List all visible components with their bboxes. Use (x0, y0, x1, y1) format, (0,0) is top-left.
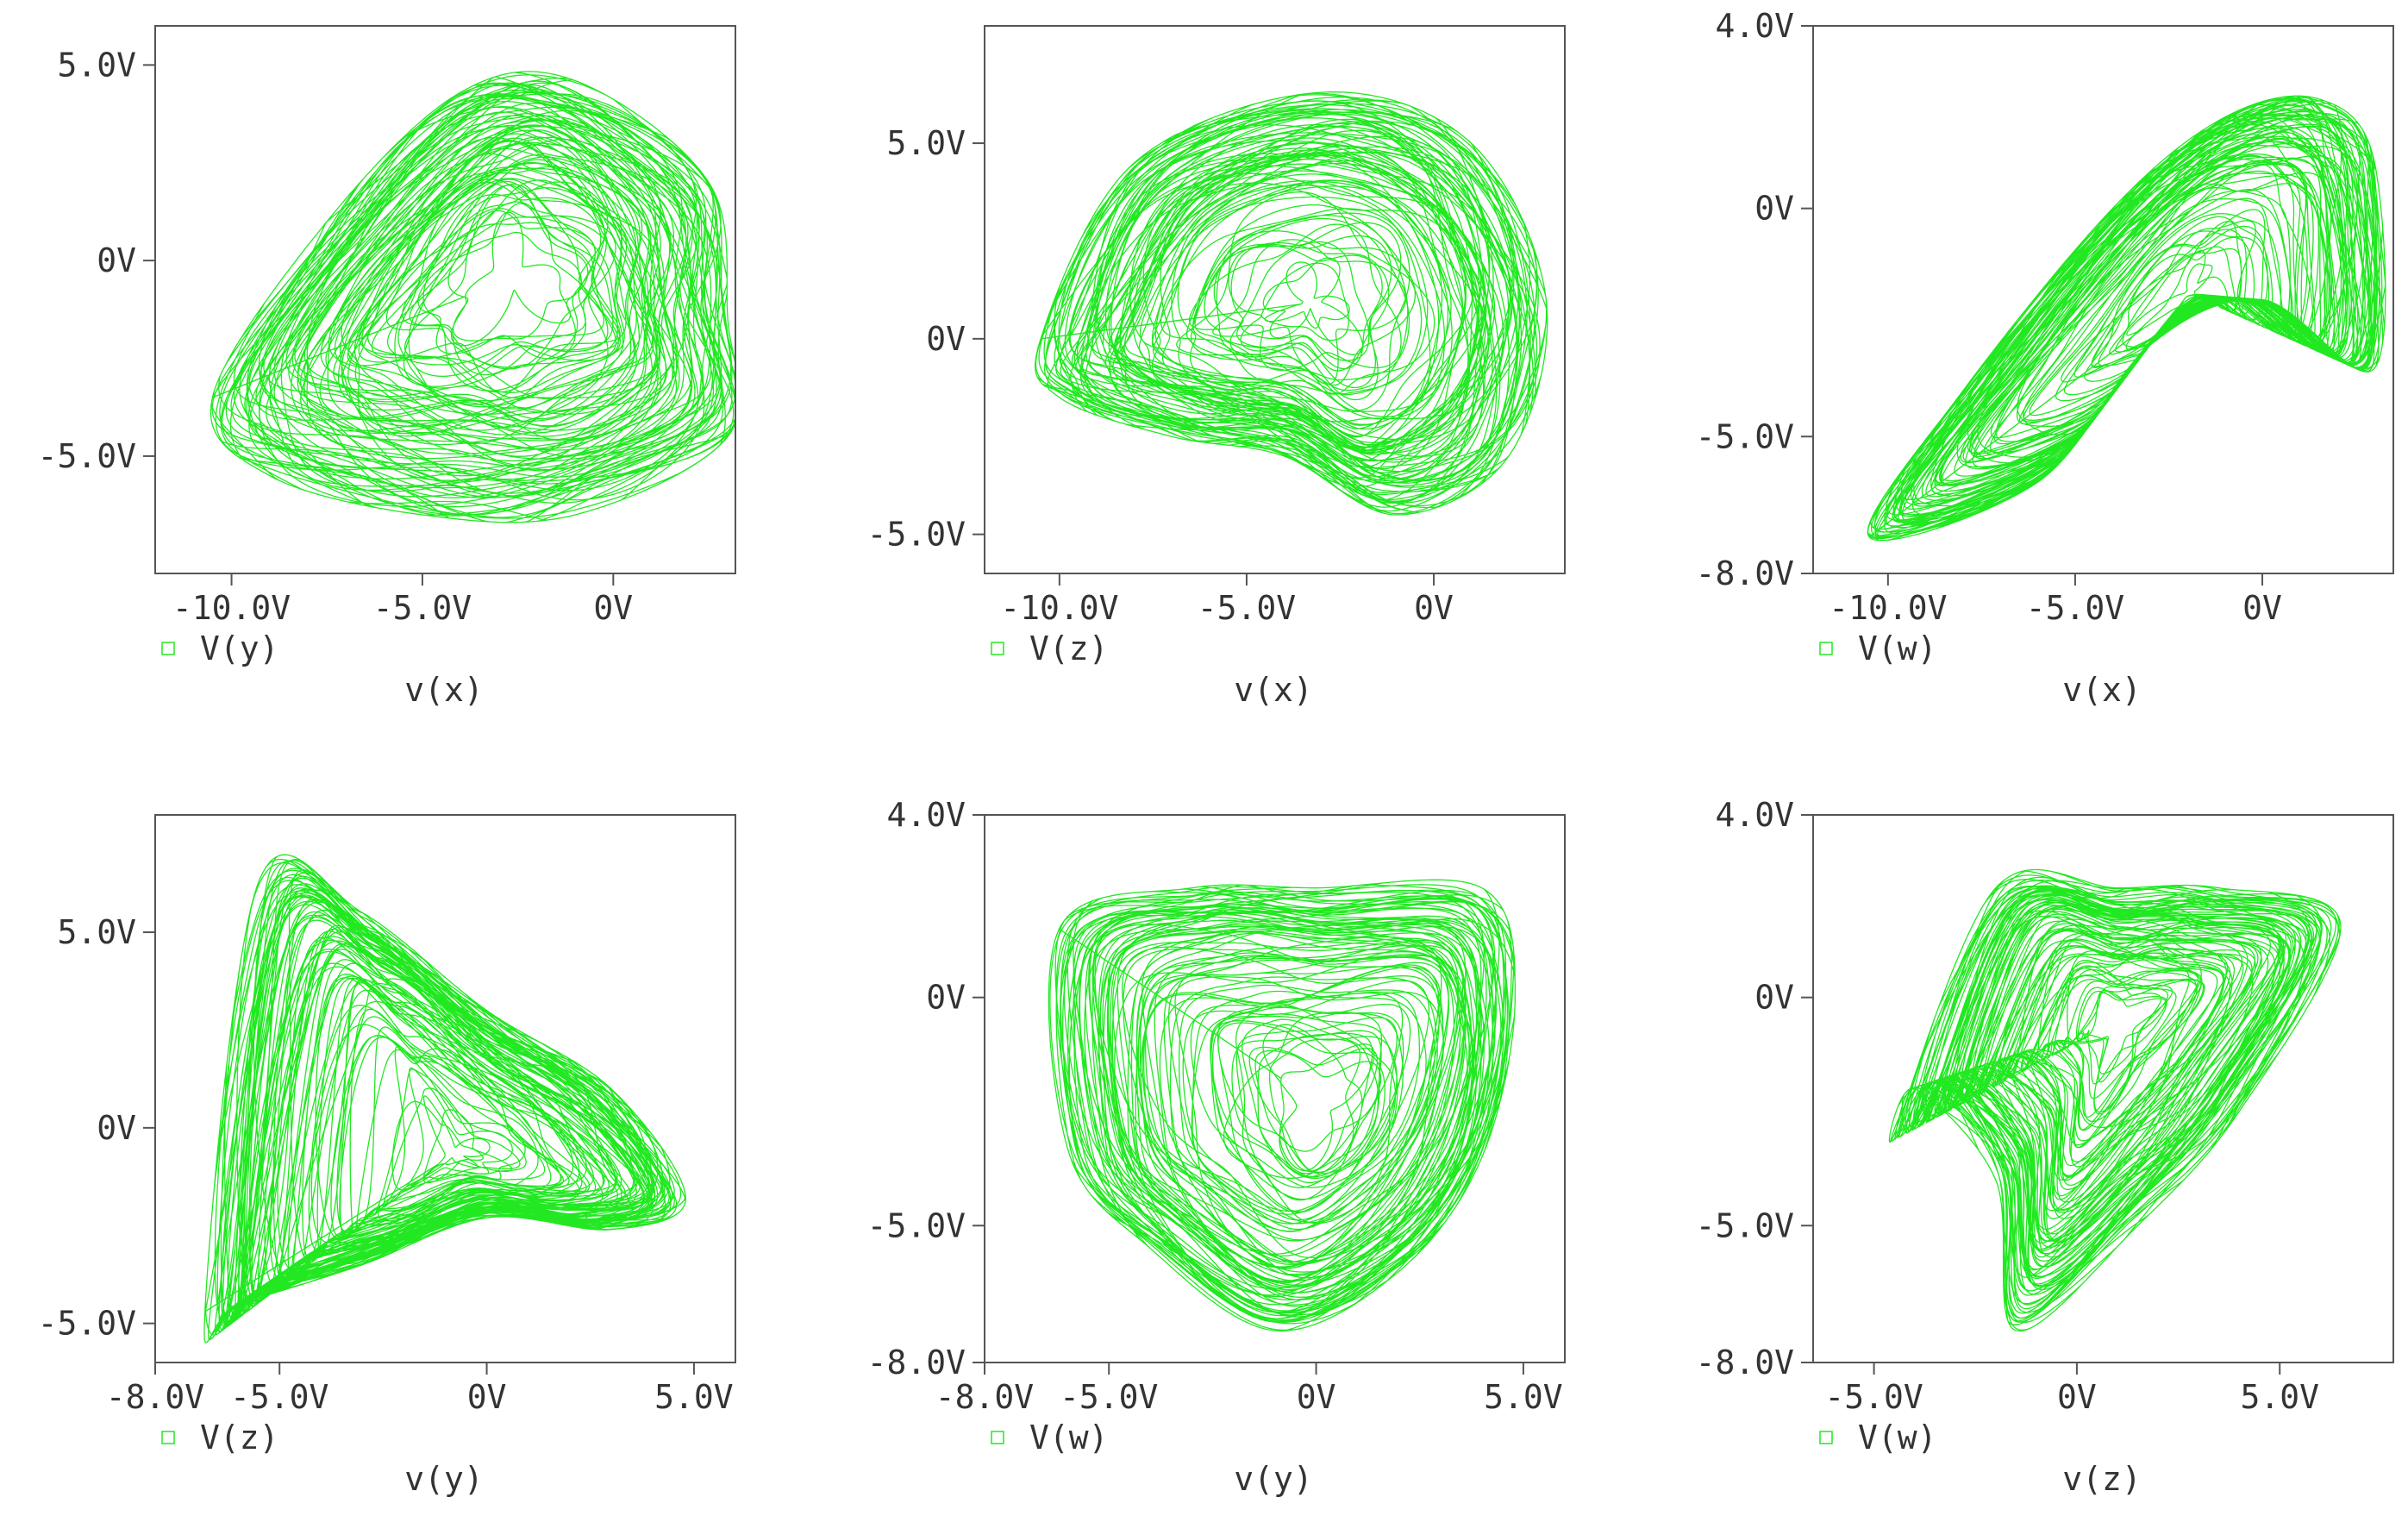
chart-panel-1: -10.0V -5.0V 0V 5.0V 0V -5.0V V(y) v(x) (38, 25, 736, 709)
x-tick-label: -5.0V (1198, 589, 1296, 627)
legend-marker-icon (161, 1431, 175, 1444)
y-tick-label: 0V (97, 1109, 136, 1147)
legend-marker-icon (991, 1431, 1004, 1444)
y-tick-label: 0V (926, 320, 966, 358)
legend-label: V(z) (200, 1419, 279, 1456)
x-tick-label: -5.0V (230, 1378, 328, 1416)
y-tick-label: -5.0V (867, 1206, 966, 1244)
x-tick-label: -5.0V (1060, 1378, 1158, 1416)
plot-frame (1812, 814, 2394, 1363)
x-tick-label: 5.0V (1484, 1378, 1563, 1416)
x-tick-label: 0V (593, 589, 633, 627)
x-tick-label: -5.0V (2026, 589, 2124, 627)
x-tick-label: 0V (1414, 589, 1454, 627)
plot-frame (154, 814, 736, 1363)
x-tick-label: -10.0V (1829, 589, 1947, 627)
y-tick-label: -5.0V (867, 516, 966, 554)
legend-marker-icon (1819, 1431, 1833, 1444)
y-tick-label: 0V (97, 241, 136, 279)
y-tick-label: -5.0V (1696, 1206, 1794, 1244)
x-tick-label: -10.0V (1000, 589, 1118, 627)
legend-label: V(w) (1858, 630, 1937, 667)
y-tick-label: 4.0V (886, 796, 966, 834)
x-axis-title: v(y) (1234, 1460, 1313, 1498)
x-tick-label: 0V (1297, 1378, 1336, 1416)
legend-label: V(w) (1858, 1419, 1937, 1456)
y-tick-label: -5.0V (38, 437, 136, 475)
chart-panel-3: -10.0V -5.0V 0V 4.0V 0V -5.0V -8.0V V(w) v(x) (1696, 7, 2394, 709)
y-tick-label: 0V (1754, 979, 1794, 1017)
attractor-trace-4 (203, 854, 686, 1344)
plot-frame (1812, 25, 2394, 574)
legend-label: V(y) (200, 630, 279, 667)
legend-marker-icon (991, 642, 1004, 655)
legend-marker-icon (161, 642, 175, 655)
x-tick-label: -10.0V (172, 589, 291, 627)
y-tick-label: 4.0V (1715, 7, 1794, 45)
y-tick-label: 5.0V (57, 913, 136, 951)
plot-frame (154, 25, 736, 574)
y-tick-label: -5.0V (1696, 417, 1794, 455)
x-axis-title: v(y) (404, 1460, 484, 1498)
y-tick-label: -5.0V (38, 1305, 136, 1343)
legend-marker-icon (1819, 642, 1833, 655)
x-axis-title: v(z) (2062, 1460, 2142, 1498)
x-axis-title: v(x) (1234, 671, 1313, 709)
x-tick-label: 5.0V (654, 1378, 734, 1416)
chart-panel-6: -5.0V 0V 5.0V 4.0V 0V -5.0V -8.0V V(w) v(z) (1696, 796, 2394, 1498)
attractor-trace-1 (210, 71, 735, 523)
x-tick-label: -5.0V (373, 589, 472, 627)
x-tick-label: 0V (467, 1378, 507, 1416)
y-tick-label: -8.0V (1696, 554, 1794, 592)
x-tick-label: -8.0V (106, 1378, 204, 1416)
y-tick-label: 5.0V (57, 46, 136, 84)
x-tick-label: 5.0V (2240, 1378, 2319, 1416)
x-tick-label: 0V (2242, 589, 2282, 627)
x-tick-label: -8.0V (935, 1378, 1034, 1416)
y-tick-label: 0V (1754, 190, 1794, 228)
y-tick-label: 5.0V (886, 124, 966, 162)
attractor-trace-6 (1888, 868, 2342, 1332)
attractor-trace-5 (1048, 879, 1516, 1331)
legend-label: V(z) (1029, 630, 1109, 667)
x-tick-label: 0V (2057, 1378, 2097, 1416)
x-axis-title: v(x) (2062, 671, 2142, 709)
plot-frame (984, 814, 1566, 1363)
x-axis-title: v(x) (404, 671, 484, 709)
chart-panel-2: -10.0V -5.0V 0V 5.0V 0V -5.0V V(z) v(x) (867, 25, 1566, 709)
x-tick-label: -5.0V (1824, 1378, 1923, 1416)
y-tick-label: -8.0V (1696, 1344, 1794, 1381)
y-tick-label: 0V (926, 979, 966, 1017)
attractor-trace-3 (1867, 95, 2386, 542)
y-tick-label: 4.0V (1715, 796, 1794, 834)
legend-label: V(w) (1029, 1419, 1109, 1456)
y-tick-label: -8.0V (867, 1344, 966, 1381)
plot-frame (984, 25, 1566, 574)
attractor-trace-2 (1034, 91, 1548, 516)
